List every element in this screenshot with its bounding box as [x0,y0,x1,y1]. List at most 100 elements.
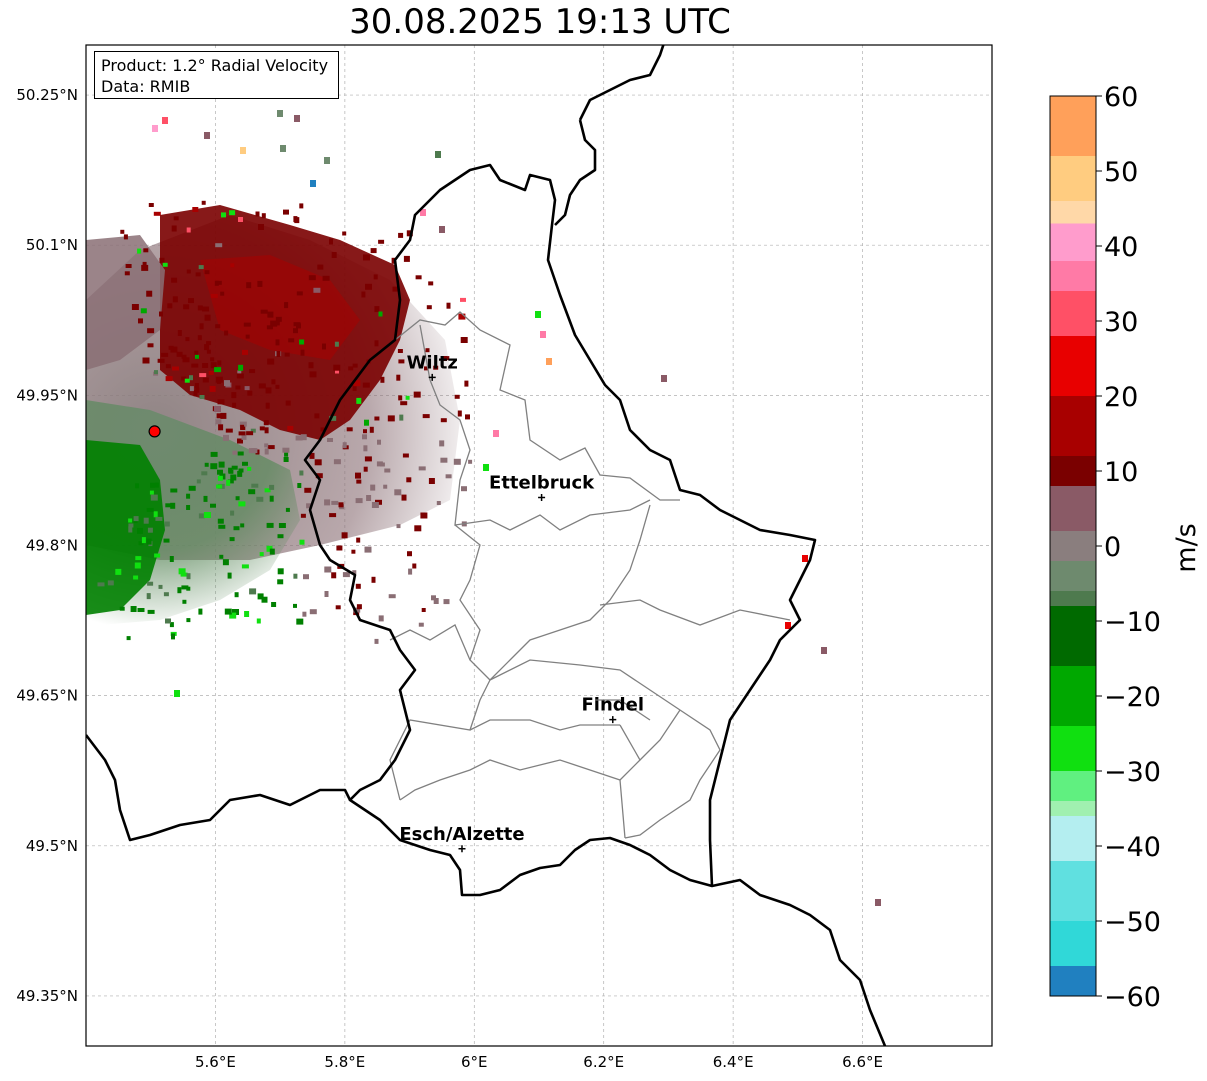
echo-speckle [342,572,350,578]
echo-speckle [445,356,450,361]
echo-speckle [138,541,144,546]
echo-speckle [126,636,131,641]
echo-speckle [546,358,552,365]
echo-speckle [296,618,304,625]
echo-speckle [198,513,205,519]
echo-speckle [261,596,268,603]
echo-speckle [146,538,152,545]
echo-speckle [234,592,239,598]
echo-speckle [124,271,130,276]
echo-speckle [324,566,332,573]
city-marker [458,845,466,853]
echo-speckle [271,379,276,385]
echo-speckle [299,470,304,476]
echo-speckle [217,469,223,475]
echo-speckle [163,592,169,597]
echo-speckle [238,364,244,371]
echo-speckle [341,532,348,539]
colorbar-segment [1050,486,1096,532]
echo-speckle [251,483,259,488]
echo-speckle [320,427,325,432]
colorbar-segment [1050,861,1096,922]
echo-speckle [150,482,155,488]
echo-speckle [392,286,400,292]
echo-speckle [215,280,222,285]
echo-speckle [335,605,341,610]
echo-speckle [209,385,216,392]
echo-speckle [264,427,269,434]
colorbar-segment [1050,291,1096,337]
echo-speckle [370,248,377,254]
echo-speckle [403,255,410,262]
echo-speckle [446,302,451,309]
echo-speckle [181,376,187,381]
echo-speckle [237,451,244,456]
echo-speckle [180,572,188,577]
echo-speckle [146,593,151,600]
echo-speckle [123,234,128,240]
colorbar-tick-label: 0 [1104,532,1121,563]
colorbar-segment [1050,816,1096,862]
echo-speckle [218,424,224,431]
city-label: Ettelbruck [489,472,595,493]
echo-speckle [308,275,316,281]
echo-speckle [283,457,289,462]
lat-tick-label: 49.5°N [26,837,78,855]
northern-border-2 [554,119,597,226]
echo-speckle [351,549,356,554]
echo-speckle [336,545,343,551]
colorbar: 60 50 40 30 20 10 0 −10 −20 −30 −40 −50 −60 [1049,82,1161,1013]
echo-speckle [331,252,337,258]
lat-tick-label: 49.8°N [26,537,78,555]
echo-speckle [216,378,221,384]
echo-speckle [238,431,246,436]
echo-speckle [275,384,280,389]
colorbar-segment [1050,223,1096,262]
echo-speckle [394,489,402,496]
echo-speckle [310,180,316,187]
echo-speckle [378,311,383,317]
echo-speckle [197,335,202,341]
echo-speckle [221,212,226,218]
echo-speckle [210,362,217,369]
echo-speckle [189,386,194,392]
echo-speckle [400,401,408,406]
echo-speckle [181,585,189,590]
echo-speckle [232,609,239,615]
colorbar-segment [1050,726,1096,772]
echo-speckle [384,468,391,473]
echo-speckle [309,371,317,378]
echo-speckle [147,343,154,348]
echo-speckle [457,410,462,417]
echo-speckle [125,264,132,268]
city-marker [609,716,617,724]
echo-speckle [199,323,204,330]
echo-speckle [263,420,269,426]
echo-speckle [210,293,218,298]
echo-speckle [364,456,372,462]
echo-speckle [274,321,280,326]
echo-speckle [443,599,450,605]
colorbar-segment [1050,531,1096,562]
echo-speckle [171,633,175,640]
echo-speckle [371,576,376,583]
echo-speckle [217,399,225,405]
colorbar-tick-label: 10 [1104,457,1138,488]
echo-speckle [231,465,238,470]
colorbar-segment [1050,771,1096,802]
southern-border [86,734,352,842]
echo-speckle [216,413,224,419]
echo-speckle [267,358,275,365]
echo-speckle [242,349,248,355]
echo-speckle [195,387,200,393]
echo-speckle [329,415,337,421]
echo-speckle [119,606,125,611]
echo-speckle [257,280,263,287]
echo-speckle [453,458,461,465]
colorbar-segment [1050,666,1096,727]
echo-speckle [162,262,168,267]
colorbar-segment [1050,201,1096,224]
echo-speckle [224,380,230,387]
echo-speckle [269,548,275,555]
